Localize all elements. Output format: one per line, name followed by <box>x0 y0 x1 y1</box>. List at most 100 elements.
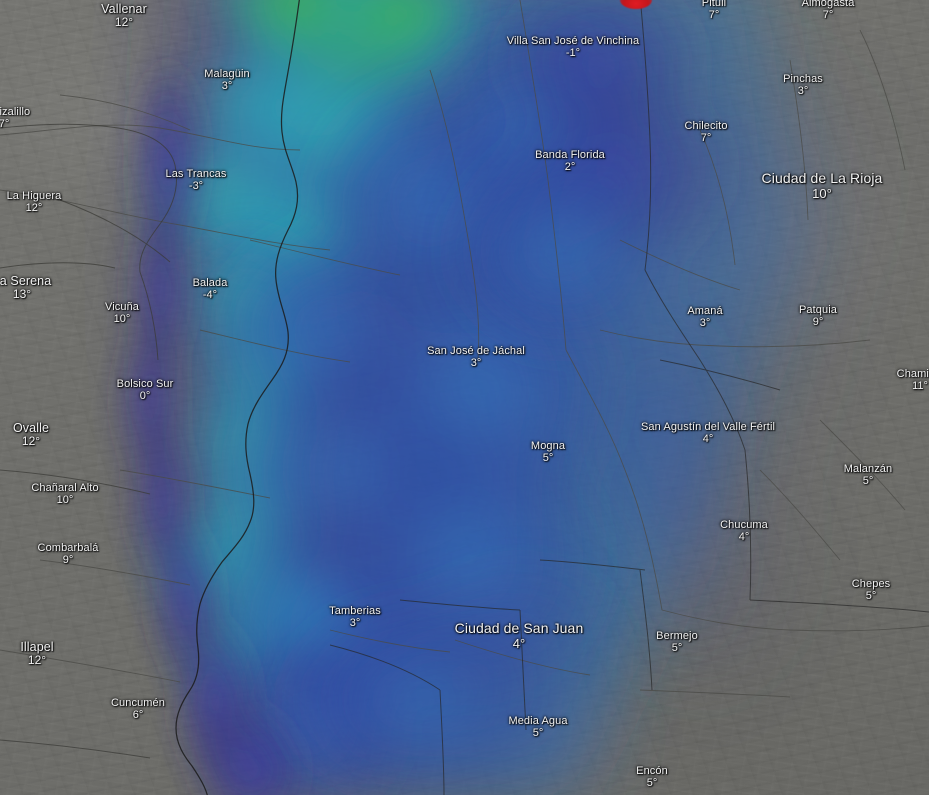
city-name: Banda Florida <box>535 149 605 161</box>
city-temperature: 3° <box>470 357 482 370</box>
city-temperature: 6° <box>132 709 144 722</box>
city-label[interactable]: Vallenar 12° <box>101 2 147 29</box>
city-label[interactable]: Malanzán 5° <box>844 463 893 488</box>
city-temperature: 12° <box>27 653 47 667</box>
city-temperature: 4° <box>702 433 714 446</box>
city-temperature: 2° <box>564 161 576 174</box>
city-temperature: -1° <box>565 47 581 60</box>
city-temperature: 5° <box>671 642 683 655</box>
city-label[interactable]: Chamical11° <box>897 368 929 393</box>
city-name: Ciudad de San Juan <box>454 620 584 636</box>
city-label[interactable]: Media Agua 5° <box>508 715 567 740</box>
city-label[interactable]: La Higuera 12° <box>7 190 62 215</box>
city-label[interactable]: Illapel 12° <box>20 640 53 667</box>
city-label[interactable]: Ciudad de La Rioja 10° <box>761 170 883 201</box>
city-name: Ovalle <box>12 421 50 435</box>
city-label[interactable]: Cuncumén 6° <box>111 697 165 722</box>
city-label[interactable]: Pituil 7° <box>702 0 726 22</box>
city-name: Vallenar <box>101 2 147 16</box>
city-name: Encón <box>636 765 668 777</box>
city-temperature: 12° <box>21 434 41 448</box>
city-name: Villa San José de Vinchina <box>506 35 640 47</box>
city-name: La Serena <box>0 274 52 288</box>
city-name: Patquia <box>798 304 838 316</box>
city-temperature: 12° <box>25 202 43 215</box>
city-label[interactable]: Ciudad de San Juan 4° <box>454 620 584 651</box>
city-temperature: 5° <box>865 590 877 603</box>
city-name: Vicuña <box>104 301 140 313</box>
city-temperature: 5° <box>532 727 544 740</box>
city-temperature: 7° <box>0 118 10 131</box>
city-name: Pituil <box>701 0 727 9</box>
city-label[interactable]: San Agustín del Valle Fértil 4° <box>641 421 775 446</box>
city-label[interactable]: Encón 5° <box>636 765 668 790</box>
city-label[interactable]: Aimogasta 7° <box>802 0 855 22</box>
city-label[interactable]: Amaná 3° <box>687 305 722 330</box>
city-name: La Higuera <box>6 190 62 202</box>
city-temperature: 0° <box>139 390 151 403</box>
city-temperature: 3° <box>797 85 809 98</box>
city-name: Bolsico Sur <box>116 378 174 390</box>
city-name: San Agustín del Valle Fértil <box>640 421 776 433</box>
city-label[interactable]: Banda Florida 2° <box>535 149 605 174</box>
city-label[interactable]: Las Trancas -3° <box>165 168 226 193</box>
city-name: Chilecito <box>684 120 728 132</box>
city-temperature: -4° <box>202 289 218 302</box>
city-label[interactable]: Chucuma 4° <box>720 519 768 544</box>
city-temperature: -3° <box>188 180 204 193</box>
city-temperature: 5° <box>542 452 554 465</box>
city-name: Chañaral Alto <box>31 482 99 494</box>
city-name: Amaná <box>687 305 723 317</box>
city-label[interactable]: Chañaral Alto 10° <box>31 482 98 507</box>
city-name: San José de Jáchal <box>427 345 525 357</box>
city-label[interactable]: Ovalle 12° <box>13 421 49 448</box>
city-label[interactable]: Bermejo 5° <box>656 630 698 655</box>
city-label[interactable]: Mogna 5° <box>531 440 565 465</box>
city-temperature: 9° <box>62 554 74 567</box>
city-name: Malagüin <box>204 68 250 80</box>
city-name: Chamical <box>896 368 929 380</box>
city-name: Ciudad de La Rioja <box>761 170 883 186</box>
city-temperature: 13° <box>12 287 32 301</box>
city-label[interactable]: Combarbalá 9° <box>38 542 99 567</box>
city-temperature: 3° <box>349 617 361 630</box>
city-name: Combarbalá <box>37 542 99 554</box>
city-label[interactable]: Vicuña 10° <box>105 301 139 326</box>
city-temperature: 10° <box>812 185 832 201</box>
city-label[interactable]: Tamberias 3° <box>329 605 381 630</box>
city-name: Illapel <box>20 640 54 654</box>
city-label[interactable]: Balada -4° <box>193 277 228 302</box>
city-label[interactable]: Pinchas 3° <box>783 73 823 98</box>
city-label[interactable]: Chepes 5° <box>852 578 891 603</box>
city-label[interactable]: Bolsico Sur 0° <box>117 378 174 403</box>
city-name: Chucuma <box>720 519 768 531</box>
city-temperature: 10° <box>56 494 74 507</box>
city-temperature: 5° <box>646 777 658 790</box>
city-temperature: 10° <box>113 313 131 326</box>
city-temperature: 5° <box>862 475 874 488</box>
city-name: Mogna <box>530 440 566 452</box>
city-temperature: 4° <box>738 531 750 544</box>
city-label[interactable]: Carrizalillo7° <box>0 106 30 131</box>
city-temperature: 11° <box>912 380 928 393</box>
city-name: Aimogasta <box>801 0 855 9</box>
city-label[interactable]: San José de Jáchal 3° <box>427 345 525 370</box>
city-name: Bermejo <box>656 630 698 642</box>
city-label[interactable]: Patquia 9° <box>799 304 837 329</box>
city-label[interactable]: Villa San José de Vinchina -1° <box>507 35 639 60</box>
city-name: Malanzán <box>843 463 893 475</box>
city-temperature: 7° <box>822 9 834 22</box>
city-label[interactable]: Malagüin 3° <box>204 68 249 93</box>
city-name: Tamberias <box>329 605 381 617</box>
city-temperature: 12° <box>114 15 134 29</box>
city-temperature: 3° <box>699 317 711 330</box>
city-label[interactable]: Chilecito 7° <box>684 120 727 145</box>
city-temperature: 7° <box>700 132 712 145</box>
city-name: Las Trancas <box>165 168 227 180</box>
